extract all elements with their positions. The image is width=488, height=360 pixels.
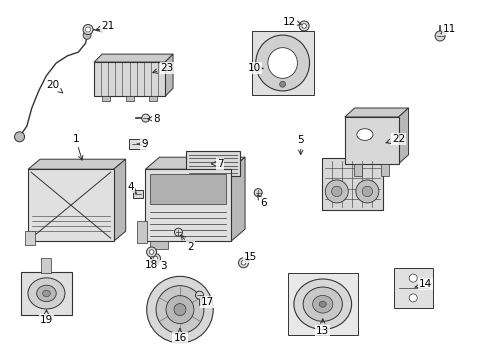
Polygon shape	[165, 54, 173, 96]
Ellipse shape	[312, 295, 332, 313]
Text: 9: 9	[137, 139, 147, 149]
Text: 6: 6	[257, 195, 267, 208]
Circle shape	[299, 21, 308, 31]
Circle shape	[146, 247, 156, 257]
Circle shape	[325, 180, 347, 203]
Circle shape	[85, 27, 90, 32]
Circle shape	[156, 285, 203, 334]
Bar	[137, 221, 147, 243]
Circle shape	[355, 180, 378, 203]
Circle shape	[153, 256, 158, 261]
Text: 19: 19	[40, 310, 53, 325]
Circle shape	[362, 186, 372, 197]
Circle shape	[301, 24, 306, 28]
Text: 18: 18	[144, 258, 158, 270]
Text: 11: 11	[440, 24, 456, 34]
Polygon shape	[398, 108, 407, 164]
Circle shape	[83, 31, 91, 39]
Text: 5: 5	[297, 135, 304, 154]
Text: 14: 14	[414, 279, 431, 289]
Circle shape	[241, 261, 245, 265]
Ellipse shape	[42, 290, 50, 297]
Bar	[321, 158, 382, 210]
Bar	[28, 169, 113, 241]
Circle shape	[83, 24, 93, 35]
Bar	[150, 174, 225, 204]
Bar	[251, 31, 313, 95]
Circle shape	[408, 294, 416, 302]
Text: 15: 15	[243, 252, 257, 262]
Circle shape	[142, 114, 149, 122]
Text: 10: 10	[247, 63, 263, 73]
Text: 12: 12	[282, 17, 301, 27]
Text: 8: 8	[147, 114, 160, 124]
Polygon shape	[28, 159, 125, 169]
Circle shape	[174, 303, 185, 316]
Bar	[125, 96, 133, 101]
Circle shape	[331, 186, 341, 197]
Ellipse shape	[267, 48, 297, 78]
Circle shape	[149, 250, 154, 254]
Circle shape	[408, 274, 416, 282]
Circle shape	[165, 296, 194, 324]
Polygon shape	[133, 190, 142, 198]
Text: 22: 22	[385, 134, 405, 144]
Circle shape	[434, 31, 444, 41]
Ellipse shape	[319, 301, 325, 307]
Bar	[25, 231, 35, 245]
Bar	[145, 169, 231, 241]
Bar	[380, 164, 388, 176]
Bar	[94, 62, 165, 96]
Bar	[41, 258, 51, 273]
Circle shape	[238, 258, 248, 268]
Ellipse shape	[28, 278, 65, 309]
Ellipse shape	[303, 287, 342, 321]
Ellipse shape	[356, 129, 372, 140]
Ellipse shape	[37, 285, 56, 302]
Polygon shape	[94, 54, 173, 62]
Text: 21: 21	[97, 21, 114, 31]
Text: 2: 2	[181, 235, 194, 252]
Bar	[129, 139, 144, 149]
Text: 16: 16	[173, 329, 186, 343]
Bar	[20, 272, 72, 315]
Text: 3: 3	[157, 260, 167, 271]
Circle shape	[15, 132, 24, 142]
Circle shape	[146, 276, 213, 343]
Bar	[150, 241, 168, 249]
Text: 7: 7	[211, 159, 223, 169]
Bar	[353, 164, 362, 176]
Text: 1: 1	[72, 134, 83, 160]
Bar	[149, 96, 157, 101]
Bar	[185, 151, 239, 176]
Bar	[393, 268, 432, 308]
Text: 17: 17	[200, 296, 214, 307]
Polygon shape	[145, 157, 244, 169]
Ellipse shape	[293, 279, 351, 329]
Text: 23: 23	[152, 63, 174, 73]
Text: 4: 4	[127, 182, 136, 194]
Bar	[287, 273, 357, 336]
Circle shape	[195, 291, 203, 299]
Polygon shape	[231, 157, 244, 241]
Circle shape	[254, 189, 262, 197]
Ellipse shape	[255, 35, 309, 91]
Circle shape	[174, 228, 182, 236]
Circle shape	[150, 253, 160, 264]
Polygon shape	[113, 159, 125, 241]
Polygon shape	[344, 108, 407, 117]
Bar	[344, 117, 398, 164]
Text: 13: 13	[315, 319, 329, 336]
Bar	[102, 96, 110, 101]
Circle shape	[279, 81, 285, 87]
Text: 20: 20	[46, 80, 62, 93]
